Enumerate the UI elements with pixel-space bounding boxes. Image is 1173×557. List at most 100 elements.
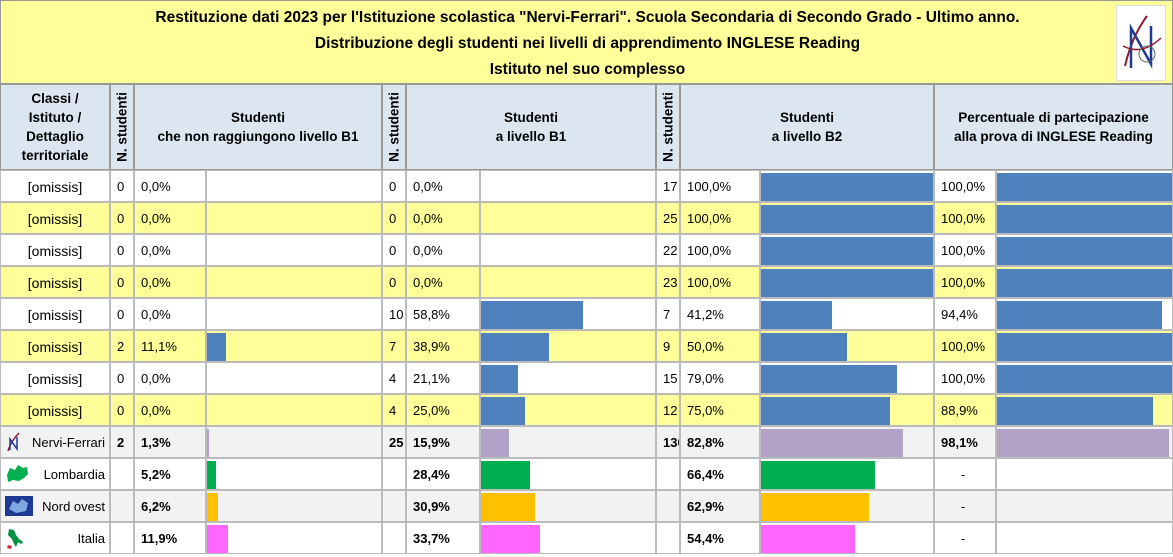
bar-track-b1 (206, 426, 382, 458)
cell-n3 (656, 458, 680, 490)
cell-name: [omissis] (0, 202, 110, 234)
cell-p1: 6,2% (134, 490, 206, 522)
cell-n1: 0 (110, 362, 134, 394)
cell-p2: 25,0% (406, 394, 480, 426)
bar-track-bp (996, 170, 1173, 202)
cell-p1: 0,0% (134, 266, 206, 298)
cell-pp: 100,0% (934, 330, 996, 362)
bar-track-b1 (206, 266, 382, 298)
cell-n2 (382, 458, 406, 490)
cell-name: [omissis] (0, 330, 110, 362)
bar-bp (997, 429, 1169, 457)
col-participation-label2: alla prova di INGLESE Reading (954, 129, 1153, 144)
cell-p3: 41,2% (680, 298, 760, 330)
cell-pp: 100,0% (934, 362, 996, 394)
bar-track-b1 (206, 298, 382, 330)
cell-p3: 100,0% (680, 202, 760, 234)
area-row: Nord ovest 6,2% 30,9% 62,9% - (0, 490, 1173, 522)
italia-map-icon (4, 527, 26, 549)
bar-track-b3 (760, 202, 934, 234)
cell-n3: 23 (656, 266, 680, 298)
bar-track-b2 (480, 362, 656, 394)
area-name: Nord ovest (42, 499, 105, 514)
col-b1-label1: Studenti (504, 110, 558, 125)
table-row: [omissis] 0 0,0% 4 25,0% 12 75,0% 88,9% (0, 394, 1173, 426)
col-below-b1-header: Studenti che non raggiungono livello B1 (134, 84, 382, 170)
bar-track-b1 (206, 522, 382, 554)
bar-b3 (761, 525, 855, 553)
cell-n3: 9 (656, 330, 680, 362)
bar-track-b2 (480, 458, 656, 490)
report-subtitle: Distribuzione degli studenti nei livelli… (314, 35, 861, 52)
col-b2-header: Studenti a livello B2 (680, 84, 934, 170)
cell-n3: 130 (656, 426, 680, 458)
bar-b3 (761, 269, 933, 297)
report-header: Restituzione dati 2023 per l'Istituzione… (0, 0, 1173, 84)
bar-bp (997, 173, 1172, 201)
cell-n2: 0 (382, 234, 406, 266)
cell-name: Italia (0, 522, 110, 554)
bar-b1 (207, 493, 218, 521)
bar-track-b3 (760, 362, 934, 394)
cell-n2: 0 (382, 266, 406, 298)
cell-p1: 0,0% (134, 234, 206, 266)
cell-p1: 5,2% (134, 458, 206, 490)
col-participation-label1: Percentuale di partecipazione (958, 110, 1149, 125)
bar-track-b2 (480, 330, 656, 362)
school-logo-icon (1116, 5, 1166, 81)
area-name: Lombardia (43, 467, 105, 482)
bar-track-bp (996, 202, 1173, 234)
cell-p1: 11,1% (134, 330, 206, 362)
cell-p3: 100,0% (680, 234, 760, 266)
cell-n2: 10 (382, 298, 406, 330)
table-row: [omissis] 0 0,0% 0 0,0% 25 100,0% 100,0% (0, 202, 1173, 234)
report-title: Restituzione dati 2023 per l'Istituzione… (155, 9, 1020, 26)
bar-b3 (761, 301, 832, 329)
table-row: [omissis] 0 0,0% 4 21,1% 15 79,0% 100,0% (0, 362, 1173, 394)
cell-n1 (110, 458, 134, 490)
bar-track-b3 (760, 490, 934, 522)
bar-track-bp (996, 458, 1173, 490)
cell-pp: - (934, 522, 996, 554)
bar-track-b3 (760, 170, 934, 202)
col-below-b1-label2: che non raggiungono livello B1 (157, 129, 359, 144)
cell-n3: 12 (656, 394, 680, 426)
col-b1-header: Studenti a livello B1 (406, 84, 656, 170)
cell-p1: 11,9% (134, 522, 206, 554)
cell-p2: 30,9% (406, 490, 480, 522)
cell-p1: 0,0% (134, 202, 206, 234)
cell-n1 (110, 490, 134, 522)
cell-n1: 0 (110, 394, 134, 426)
bar-b1 (207, 333, 226, 361)
bar-bp (997, 365, 1172, 393)
cell-p3: 54,4% (680, 522, 760, 554)
bar-bp (997, 397, 1153, 425)
bar-track-b1 (206, 362, 382, 394)
cell-n3: 22 (656, 234, 680, 266)
col-n1-header: N. studenti (110, 84, 134, 170)
cell-n3: 15 (656, 362, 680, 394)
col-classes-header: Classi / Istituto / Dettaglio territoria… (0, 84, 110, 170)
bar-b3 (761, 205, 933, 233)
cell-name: Lombardia (0, 458, 110, 490)
bar-track-b2 (480, 298, 656, 330)
cell-name: Nord ovest (0, 490, 110, 522)
cell-pp: 98,1% (934, 426, 996, 458)
cell-pp: 100,0% (934, 266, 996, 298)
bar-b2 (481, 301, 583, 329)
nord-ovest-map-icon (4, 495, 33, 517)
table-row: [omissis] 0 0,0% 0 0,0% 23 100,0% 100,0% (0, 266, 1173, 298)
cell-name: [omissis] (0, 170, 110, 202)
col-classes-label: Classi / Istituto / Dettaglio territoria… (21, 91, 89, 163)
cell-p2: 15,9% (406, 426, 480, 458)
cell-n3 (656, 490, 680, 522)
cell-pp: 94,4% (934, 298, 996, 330)
table-row: [omissis] 2 11,1% 7 38,9% 9 50,0% 100,0% (0, 330, 1173, 362)
bar-track-bp (996, 266, 1173, 298)
cell-n2: 0 (382, 170, 406, 202)
bar-b1 (207, 429, 209, 457)
table-row: [omissis] 0 0,0% 10 58,8% 7 41,2% 94,4% (0, 298, 1173, 330)
cell-name: [omissis] (0, 362, 110, 394)
col-b2-label1: Studenti (780, 110, 834, 125)
cell-p3: 66,4% (680, 458, 760, 490)
